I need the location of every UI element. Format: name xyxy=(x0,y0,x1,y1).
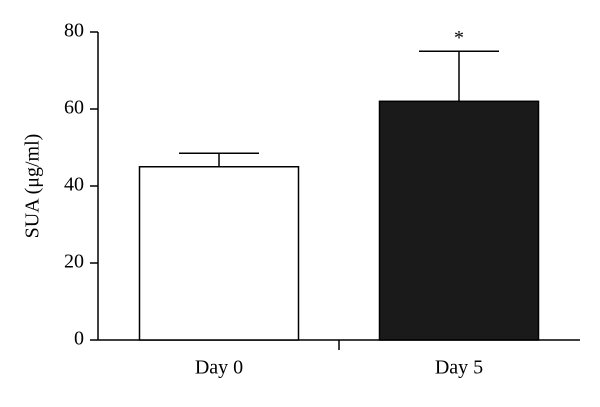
y-tick-label: 60 xyxy=(64,97,84,119)
bar xyxy=(138,166,300,341)
x-tick-label: Day 5 xyxy=(435,357,483,379)
bar xyxy=(378,100,540,341)
y-tick-label: 80 xyxy=(64,20,84,42)
y-tick-label: 40 xyxy=(64,174,84,196)
y-tick-label: 20 xyxy=(64,251,84,273)
y-tick-label: 0 xyxy=(74,328,84,350)
significance-marker: * xyxy=(454,27,464,49)
x-tick-label: Day 0 xyxy=(195,357,243,379)
y-axis-label: SUA (μg/ml) xyxy=(22,134,44,239)
